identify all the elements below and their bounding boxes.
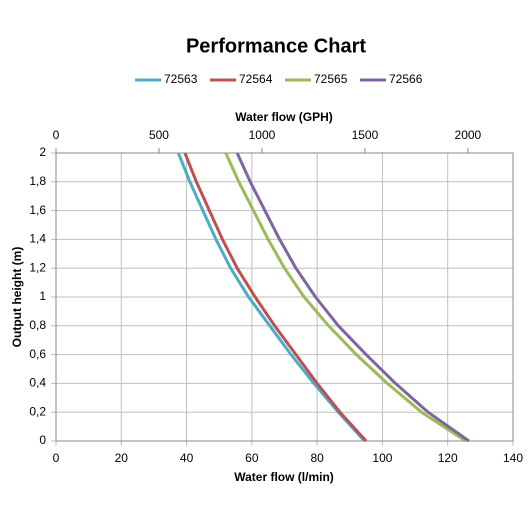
y-tick-label: 1,8 [29, 174, 46, 188]
y-tick-label: 0,8 [29, 318, 46, 332]
y-tick-label: 1 [39, 289, 46, 303]
x-tick-label: 20 [115, 451, 129, 465]
series-line [177, 152, 366, 443]
x-tick-label: 0 [53, 451, 60, 465]
x2-tick-label: 1500 [352, 128, 379, 142]
legend-label: 72565 [314, 72, 348, 86]
y-tick-label: 0,6 [29, 347, 46, 361]
y-tick-label: 0 [39, 433, 46, 447]
x-tick-label: 40 [180, 451, 194, 465]
series-line [235, 152, 470, 443]
y-tick-label: 1,6 [29, 203, 46, 217]
series-line [183, 152, 368, 443]
x-tick-label: 80 [310, 451, 324, 465]
y-tick-label: 0,2 [29, 404, 46, 418]
x2-tick-label: 1000 [249, 128, 276, 142]
x2-tick-label: 0 [53, 128, 60, 142]
chart-title: Performance Chart [186, 35, 366, 57]
y-tick-label: 0,4 [29, 376, 46, 390]
series-line [224, 152, 467, 443]
legend-label: 72564 [239, 72, 273, 86]
y-tick-label: 2 [39, 145, 46, 159]
x2-tick-label: 500 [149, 128, 169, 142]
x2-tick-label: 2000 [455, 128, 482, 142]
x-tick-label: 120 [438, 451, 458, 465]
y-tick-label: 1,4 [29, 232, 46, 246]
legend-label: 72566 [389, 72, 423, 86]
x2-axis-label: Water flow (GPH) [235, 110, 333, 124]
x-axis-label: Water flow (l/min) [234, 470, 334, 484]
legend-label: 72563 [164, 72, 198, 86]
y-axis-label: Output height (m) [10, 247, 24, 348]
plot-border [55, 152, 514, 442]
y-tick-label: 1,2 [29, 260, 46, 274]
x-tick-label: 100 [372, 451, 392, 465]
x-tick-label: 60 [245, 451, 259, 465]
x-tick-label: 140 [503, 451, 523, 465]
